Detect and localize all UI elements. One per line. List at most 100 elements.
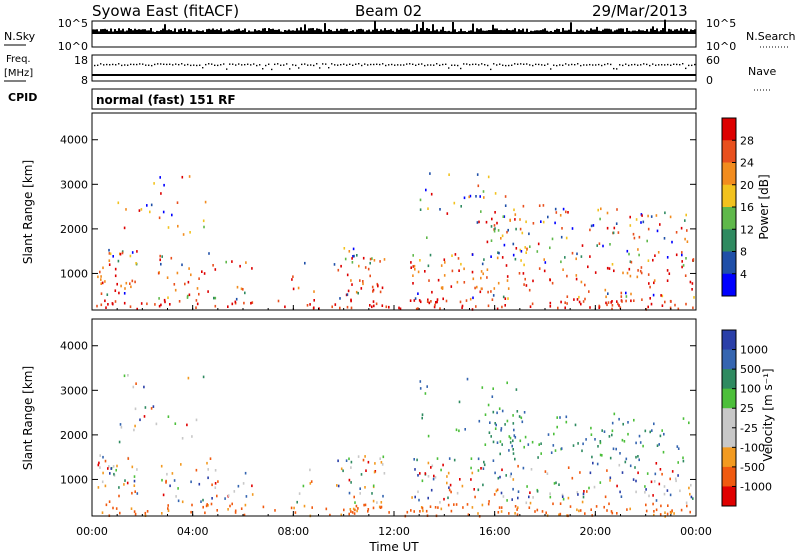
power-cell <box>493 229 496 233</box>
nsky-bar <box>206 29 208 34</box>
nave-dot <box>289 68 291 70</box>
power-cell <box>457 257 460 260</box>
cpid-panel <box>91 88 697 110</box>
nave-dot <box>181 63 183 65</box>
nsky-bar <box>104 28 106 34</box>
nsky-bar <box>262 28 264 34</box>
nave-dot <box>190 64 192 67</box>
nsky-bar <box>536 30 538 34</box>
power-cell <box>163 183 165 187</box>
nave-dot <box>622 64 624 67</box>
power-cell <box>350 306 353 310</box>
nave-dot <box>256 64 258 67</box>
velocity-cell <box>109 472 111 475</box>
velocity-cell <box>606 469 608 472</box>
velocity-cell <box>553 482 556 485</box>
power-cell <box>514 257 517 261</box>
velocity-cell <box>658 482 661 486</box>
nsky-bar <box>162 28 164 34</box>
power-cell <box>606 266 609 270</box>
power-cell <box>685 213 687 217</box>
power-cell <box>506 230 508 234</box>
nave-dot <box>445 63 447 65</box>
velocity-cell <box>500 506 503 509</box>
power-cell <box>414 268 416 271</box>
velocity-cell <box>186 423 188 427</box>
nsky-bar <box>598 30 600 34</box>
power-cell <box>428 279 430 282</box>
power-cell <box>427 264 430 268</box>
power-cell <box>638 235 641 239</box>
power-cell <box>117 259 120 263</box>
station-title: Syowa East (fitACF) <box>92 2 239 20</box>
power-cell <box>372 300 375 303</box>
nave-dot <box>658 64 660 66</box>
velocity-cell <box>349 508 352 511</box>
nave-dot <box>661 64 663 66</box>
power-cell <box>351 261 354 264</box>
velocity-cbar-label: Velocity [m s⁻¹] <box>761 368 775 461</box>
velocity-cell <box>97 463 100 467</box>
velocity-cell <box>508 435 511 438</box>
power-cell <box>453 201 456 205</box>
power-cell <box>413 264 416 268</box>
power-cell <box>474 286 476 290</box>
time-x-axis: 00:00 04:00 08:00 12:00 16:00 20:00 00:00 <box>76 305 712 538</box>
power-cell <box>214 268 217 271</box>
velocity-cell <box>107 467 109 470</box>
nave-dot <box>526 63 528 65</box>
velocity-cell <box>426 385 428 388</box>
power-cell <box>106 293 109 296</box>
nsky-bar <box>342 29 344 34</box>
nsky-bar <box>402 29 404 34</box>
velocity-cell <box>303 504 306 508</box>
velocity-cell <box>123 374 126 378</box>
velocity-cell <box>244 503 247 507</box>
freq-label-2: [MHz] <box>4 68 33 79</box>
power-cell <box>507 228 509 232</box>
power-cell <box>419 208 422 211</box>
power-cell <box>469 194 472 198</box>
power-cell <box>114 267 117 271</box>
power-cell <box>371 305 373 309</box>
power-cell <box>160 262 162 266</box>
velocity-cell <box>424 472 427 475</box>
velocity-cell <box>373 470 376 474</box>
velocity-cell <box>529 501 532 505</box>
x-tick-label: 00:00 <box>76 525 108 538</box>
nsky-bar <box>428 28 430 34</box>
velocity-cell <box>459 478 461 481</box>
nave-dot <box>433 64 435 66</box>
velocity-cell <box>449 483 452 487</box>
velocity-cell <box>421 413 424 416</box>
power-cell <box>496 256 499 260</box>
velocity-cell <box>608 435 611 438</box>
power-cell <box>602 244 604 248</box>
power-cell <box>178 300 181 303</box>
power-cell <box>653 279 656 282</box>
nsky-bar <box>300 27 302 34</box>
velocity-cell <box>572 444 575 447</box>
velocity-cell <box>388 511 390 514</box>
velocity-cell <box>601 454 603 457</box>
power-cell <box>482 272 484 276</box>
nave-dot <box>640 64 642 66</box>
velocity-cell <box>565 415 568 419</box>
velocity-cell <box>104 459 107 463</box>
velocity-cell <box>675 479 677 483</box>
velocity-cell <box>489 421 491 424</box>
power-cell <box>107 303 109 306</box>
velocity-cell <box>134 407 137 411</box>
nsky-bar <box>368 29 370 34</box>
velocity-cell <box>515 388 518 391</box>
power-cell <box>576 298 579 301</box>
velocity-cell <box>350 466 352 469</box>
power-cell <box>461 304 464 308</box>
velocity-cell <box>620 495 623 498</box>
nave-dot <box>475 63 477 65</box>
velocity-cell <box>524 435 527 439</box>
nsky-bar <box>216 29 218 34</box>
nsky-bar <box>558 29 560 34</box>
nsky-bar <box>334 31 336 34</box>
